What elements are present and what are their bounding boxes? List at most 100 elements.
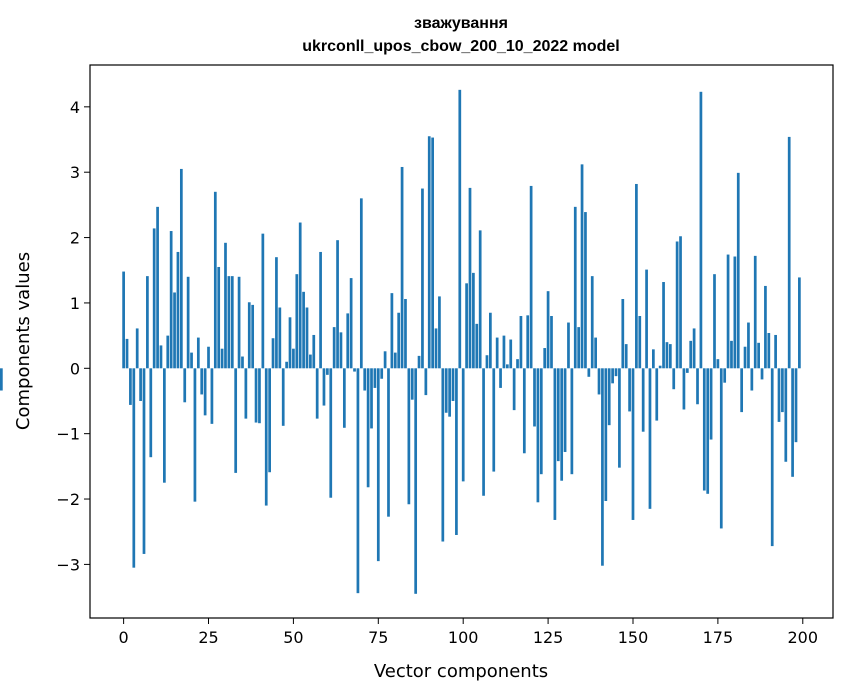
x-tick-label: 200 (788, 628, 819, 647)
bar (264, 368, 268, 506)
bar (784, 368, 788, 462)
bar (536, 368, 540, 503)
bar (166, 335, 170, 369)
bar (227, 276, 231, 369)
bar (397, 312, 401, 369)
bar (261, 233, 265, 369)
bar (359, 198, 363, 369)
bar (0, 368, 3, 391)
bar (366, 368, 370, 488)
bar (509, 339, 513, 369)
bar (668, 344, 672, 369)
bar (570, 368, 574, 475)
y-tick-label: 3 (70, 163, 80, 182)
bar (648, 368, 652, 509)
bar (356, 368, 360, 594)
bar (220, 348, 224, 369)
bar (210, 368, 214, 424)
bar (495, 337, 499, 369)
bar (750, 368, 754, 391)
y-axis-ticks: −3 −2 −1 0 1 2 3 4 (56, 98, 90, 574)
bar (336, 240, 339, 369)
bar (689, 340, 693, 369)
bar (709, 368, 713, 440)
bar (546, 291, 550, 369)
bar (611, 368, 614, 384)
bar (190, 352, 193, 369)
bar (302, 291, 305, 369)
bar (587, 368, 591, 377)
bar (193, 368, 197, 502)
bar (298, 222, 302, 369)
bar (658, 365, 662, 369)
bar (159, 345, 163, 369)
bar (791, 368, 794, 477)
bar (146, 276, 149, 369)
bar (672, 368, 676, 390)
bar (421, 188, 424, 369)
bar (607, 368, 611, 426)
bar (597, 368, 601, 395)
bar (332, 327, 336, 369)
bar (387, 368, 390, 517)
bar (604, 368, 608, 501)
bar (662, 282, 665, 369)
bar (414, 368, 418, 594)
bar (370, 368, 373, 429)
bar (213, 191, 217, 369)
bar (427, 136, 431, 369)
bar (590, 276, 594, 369)
bar (577, 327, 581, 369)
bar (312, 334, 316, 369)
bar (241, 356, 244, 369)
bar (533, 368, 536, 427)
bar (363, 368, 367, 391)
bar (472, 272, 475, 369)
bar (794, 368, 798, 443)
bar (230, 276, 234, 369)
bar (271, 338, 275, 369)
x-tick-label: 50 (283, 628, 303, 647)
bar (628, 368, 631, 412)
bar (186, 276, 190, 369)
bar (516, 359, 519, 369)
bar (573, 206, 577, 369)
bar (743, 346, 747, 369)
bar (251, 304, 255, 369)
bar (373, 368, 377, 388)
bar (326, 368, 329, 375)
x-tick-label: 0 (119, 628, 129, 647)
bar (173, 292, 176, 369)
bar (292, 348, 295, 369)
bar (237, 276, 241, 369)
bar (217, 266, 221, 369)
bar (675, 241, 679, 369)
bar (295, 274, 299, 369)
bar (400, 166, 404, 369)
bar (342, 368, 346, 428)
bar (349, 278, 353, 369)
y-tick-label: −3 (56, 555, 80, 574)
x-tick-label: 150 (618, 628, 649, 647)
bar (539, 368, 543, 475)
bar (376, 368, 380, 562)
bar (730, 340, 733, 369)
bar (777, 368, 781, 422)
bar (522, 368, 526, 454)
bar (410, 368, 414, 400)
x-tick-label: 100 (448, 628, 479, 647)
bar (526, 315, 530, 369)
bar (696, 368, 699, 405)
bar (285, 361, 288, 369)
bar (196, 337, 200, 369)
bar (753, 255, 757, 369)
bar (655, 368, 659, 421)
bar (702, 368, 706, 491)
bar (740, 368, 744, 413)
chart-subtitle: ukrconll_upos_cbow_200_10_2022 model (302, 38, 619, 55)
bar (553, 368, 557, 520)
bar (417, 355, 421, 369)
bar (767, 333, 771, 369)
bar (451, 368, 455, 401)
